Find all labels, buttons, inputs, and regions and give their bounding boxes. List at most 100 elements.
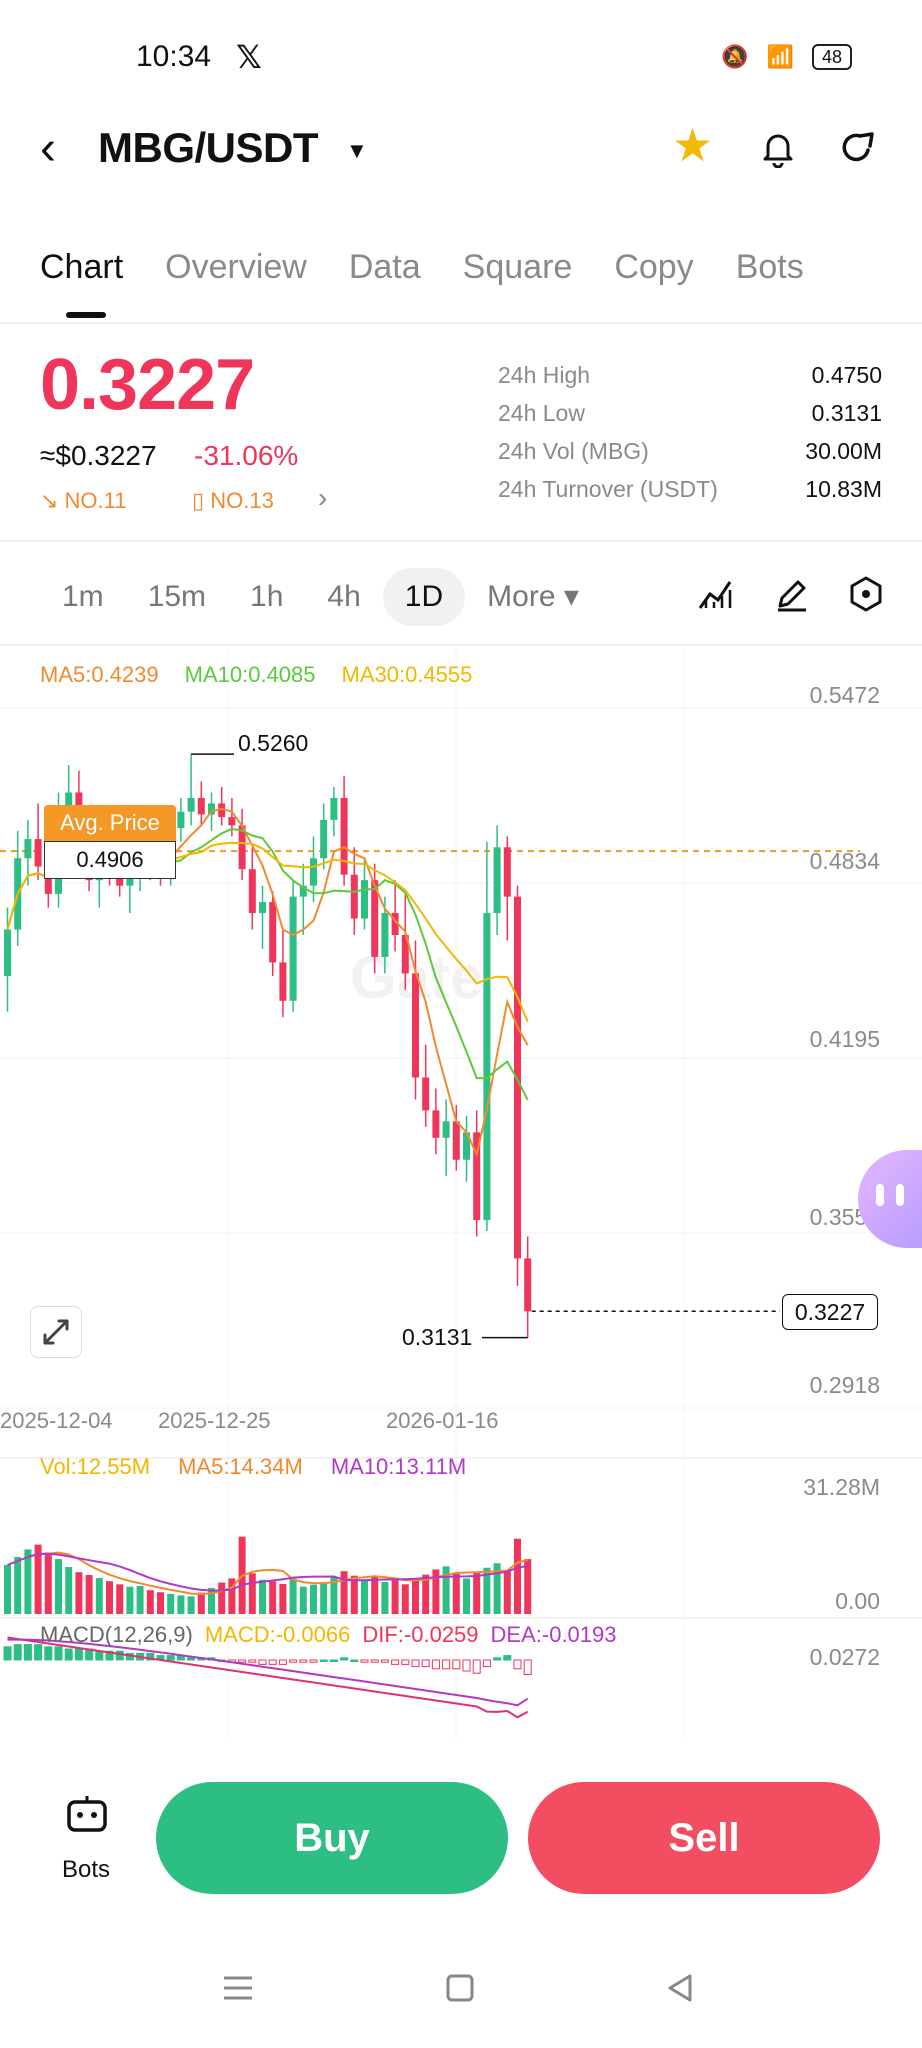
share-icon[interactable]: [838, 128, 878, 168]
candle-body: [289, 896, 297, 1001]
macd-bar: [64, 1648, 73, 1661]
pair-title[interactable]: MBG/USDT: [98, 124, 319, 171]
interval-15m[interactable]: 15m: [147, 580, 207, 613]
bots-icon[interactable]: [64, 1794, 110, 1834]
candle-body: [4, 929, 11, 977]
tab-copy[interactable]: Copy: [614, 248, 694, 286]
menu-nav-icon[interactable]: [218, 1968, 258, 2008]
volume-bar: [269, 1581, 277, 1614]
candle-body: [228, 817, 236, 826]
indicator-icon[interactable]: [696, 574, 736, 614]
candle-body: [452, 1121, 460, 1160]
volume-bar: [452, 1573, 460, 1614]
volume-bar: [330, 1577, 338, 1614]
sell-button[interactable]: Sell: [528, 1782, 880, 1894]
interval-1m[interactable]: 1m: [62, 580, 104, 613]
divider: [0, 322, 922, 324]
macd-bar: [442, 1659, 451, 1670]
x-axis-date: 2025-12-25: [158, 1408, 271, 1433]
rank-badge-losers[interactable]: ↘ NO.11: [40, 488, 127, 513]
draw-pencil-icon[interactable]: [772, 574, 812, 614]
tab-chart[interactable]: Chart: [40, 248, 124, 286]
volume-bar: [126, 1586, 134, 1614]
candle-body: [238, 825, 246, 870]
vol-legend-value: Vol:12.55M: [40, 1454, 151, 1479]
vol-ma5-legend: MA5:14.34M: [178, 1454, 303, 1479]
volume-bar: [136, 1586, 144, 1614]
candle-body: [116, 874, 124, 886]
volume-bar: [85, 1574, 93, 1614]
tab-data[interactable]: Data: [348, 248, 421, 286]
candle-body: [299, 885, 307, 897]
dif-line: [7, 1636, 529, 1719]
volume-bar: [473, 1572, 481, 1614]
pair-dropdown-icon[interactable]: ▼: [346, 138, 368, 163]
ma10-legend: MA10:0.4085: [184, 662, 316, 687]
ma30-legend: MA30:0.4555: [341, 662, 473, 687]
back-button[interactable]: ‹: [40, 122, 56, 175]
candle-body: [463, 1132, 470, 1160]
macd-bar: [350, 1659, 359, 1662]
interval-selector: 1m 15m 1h 4h 1D More ▾: [40, 568, 601, 626]
settings-hexagon-icon[interactable]: [846, 574, 886, 614]
macd-bar: [258, 1659, 267, 1665]
candle-body: [259, 902, 266, 914]
home-nav-icon[interactable]: [440, 1968, 480, 2008]
macd-bar: [431, 1659, 440, 1670]
low-annotation: 0.3131: [402, 1324, 473, 1350]
volume-bar: [320, 1582, 328, 1614]
macd-bar: [421, 1659, 430, 1668]
macd-bar: [340, 1657, 349, 1661]
bell-icon[interactable]: [758, 128, 798, 168]
chevron-right-icon[interactable]: ›: [318, 482, 328, 513]
volume-bar: [208, 1588, 215, 1614]
last-price: 0.3227: [40, 345, 255, 425]
bots-label[interactable]: Bots: [62, 1856, 111, 1883]
macd-bar: [360, 1659, 369, 1663]
macd-bar: [493, 1657, 502, 1661]
macd-bar: [329, 1659, 338, 1662]
macd-bar: [278, 1659, 287, 1665]
volume-bar: [514, 1538, 521, 1614]
volume-legend: Vol:12.55M MA5:14.34M MA10:13.11M: [40, 1454, 466, 1480]
interval-4h[interactable]: 4h: [327, 580, 361, 613]
macd-bar: [248, 1659, 257, 1663]
vol-axis-max: 31.28M: [803, 1474, 880, 1500]
macd-bar: [34, 1644, 43, 1661]
rank-badge-volume[interactable]: ▯ NO.13: [192, 488, 274, 513]
volume-bar: [503, 1570, 511, 1614]
volume-bar: [299, 1586, 307, 1614]
tab-overview[interactable]: Overview: [165, 248, 307, 286]
buy-button[interactable]: Buy: [156, 1782, 508, 1894]
interval-1h[interactable]: 1h: [250, 580, 284, 613]
candle-body: [371, 880, 379, 957]
stat-row: 24h Turnover (USDT) 10.83M: [498, 476, 882, 514]
macd-dea: DEA:-0.0193: [490, 1622, 617, 1647]
macd-bar: [54, 1646, 63, 1661]
interval-more-label: More: [487, 580, 556, 613]
vol-ma10-legend: MA10:13.11M: [330, 1454, 467, 1479]
volume-bar: [442, 1566, 450, 1614]
back-nav-icon[interactable]: [660, 1968, 700, 2008]
favorite-star-icon[interactable]: ★: [672, 119, 714, 171]
macd-bar: [380, 1659, 389, 1663]
macd-bar: [299, 1659, 308, 1663]
interval-more[interactable]: More ▾: [487, 580, 579, 613]
macd-bar: [74, 1648, 83, 1661]
macd-bar: [513, 1659, 522, 1670]
stat-value: 10.83M: [805, 476, 882, 502]
interval-1d[interactable]: 1D: [382, 568, 466, 626]
y-axis-label: 0.4834: [809, 848, 880, 874]
macd-bar: [462, 1659, 471, 1672]
stats-panel: 24h High 0.4750 24h Low 0.3131 24h Vol (MB…: [498, 362, 882, 514]
tab-square[interactable]: Square: [462, 248, 573, 286]
volume-bar: [310, 1584, 317, 1614]
x-axis-date: 2026-01-16: [386, 1408, 499, 1433]
volume-bar: [524, 1559, 532, 1614]
expand-icon[interactable]: [30, 1306, 82, 1358]
avg-price-label: Avg. Price: [44, 805, 176, 841]
tab-bots[interactable]: Bots: [735, 248, 804, 286]
macd-bar: [268, 1659, 277, 1665]
tab-bar: Chart Overview Data Square Copy Bots: [40, 248, 804, 287]
stat-row: 24h Low 0.3131: [498, 400, 882, 438]
